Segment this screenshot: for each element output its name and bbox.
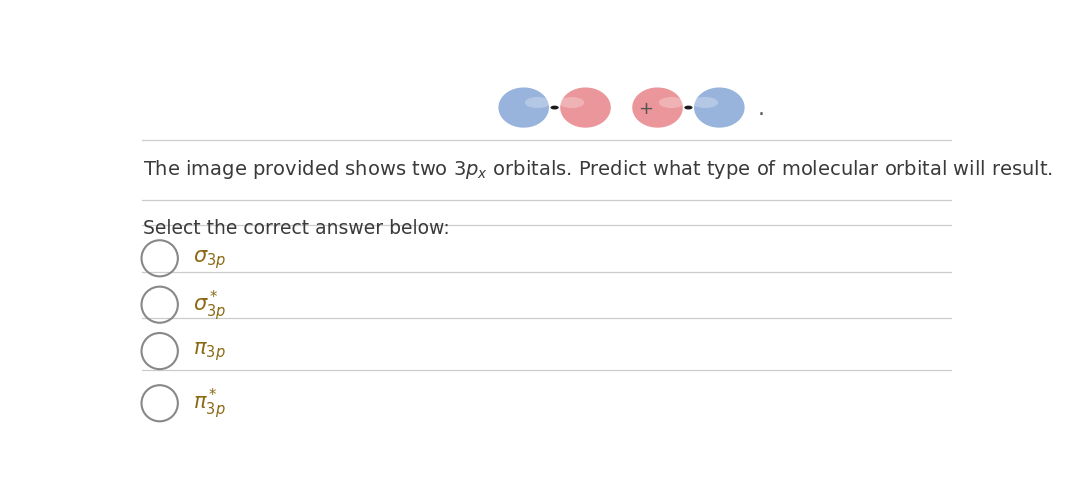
Text: $\mathit{\sigma}$$_{3p}$: $\mathit{\sigma}$$_{3p}$ bbox=[193, 247, 226, 270]
Ellipse shape bbox=[659, 98, 684, 109]
Polygon shape bbox=[499, 88, 549, 128]
Ellipse shape bbox=[524, 98, 550, 109]
Polygon shape bbox=[561, 88, 611, 128]
Polygon shape bbox=[632, 88, 683, 128]
Text: +: + bbox=[637, 99, 653, 117]
Text: $\mathit{\pi}$$^*_{3p}$: $\mathit{\pi}$$^*_{3p}$ bbox=[193, 386, 225, 421]
Text: Select the correct answer below:: Select the correct answer below: bbox=[143, 218, 450, 237]
Text: The image provided shows two $\mathit{3p}_x$ orbitals. Predict what type of mole: The image provided shows two $\mathit{3p… bbox=[143, 157, 1053, 180]
Circle shape bbox=[550, 106, 559, 110]
Circle shape bbox=[684, 106, 693, 110]
Text: $\mathit{\sigma}$$^*_{3p}$: $\mathit{\sigma}$$^*_{3p}$ bbox=[193, 288, 226, 322]
Text: $\mathit{\pi}$$_{3p}$: $\mathit{\pi}$$_{3p}$ bbox=[193, 340, 225, 363]
Text: .: . bbox=[758, 98, 764, 118]
Ellipse shape bbox=[559, 98, 584, 109]
Ellipse shape bbox=[693, 98, 718, 109]
Polygon shape bbox=[694, 88, 744, 128]
